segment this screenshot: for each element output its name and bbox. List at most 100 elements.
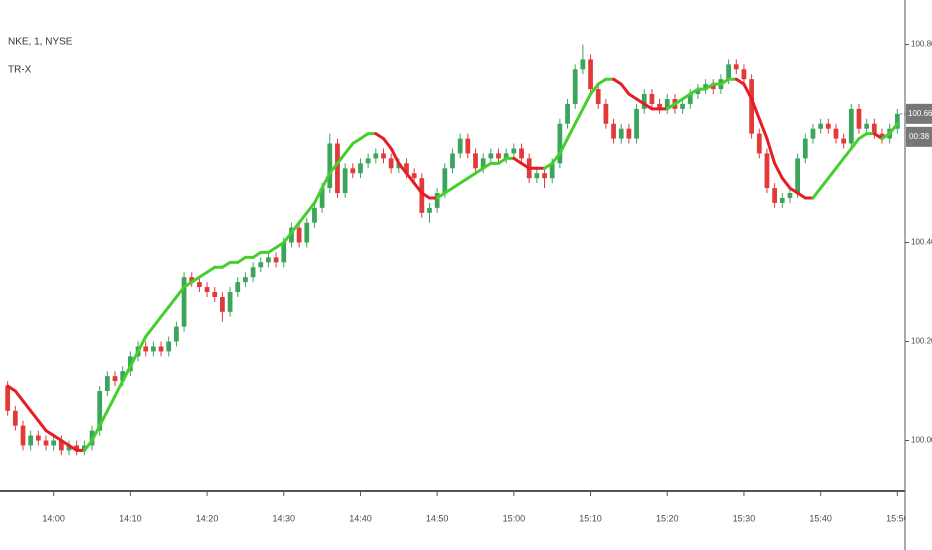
candle-body — [166, 341, 172, 352]
indicator-segment — [474, 166, 485, 175]
candle-body — [250, 267, 256, 278]
indicator-segment — [796, 191, 807, 200]
x-tick-label: 14:10 — [119, 513, 142, 523]
indicator-segment — [773, 161, 784, 180]
indicator-segment — [719, 77, 731, 86]
indicator-segment — [182, 280, 194, 289]
x-tick-label: 14:30 — [273, 513, 296, 523]
candle-body — [457, 138, 463, 154]
indicator-segment — [312, 186, 324, 205]
price-tag — [906, 103, 932, 124]
indicator-segment — [750, 97, 761, 121]
y-axis-panel — [905, 0, 932, 550]
candle-body — [687, 94, 693, 104]
candle-body — [779, 197, 785, 203]
indicator-segment — [29, 409, 40, 423]
candle-body — [810, 128, 816, 139]
indicator-segment — [765, 137, 777, 165]
y-axis: 100.00 100.20 100.40 100.80 100.66 00:38 — [900, 40, 932, 445]
indicator-segment — [113, 379, 125, 398]
candle-body — [204, 287, 210, 293]
x-tick-label: 14:00 — [42, 513, 65, 523]
indicator-segment — [36, 419, 48, 433]
indicator-segment — [612, 77, 623, 86]
indicator-segment — [266, 245, 278, 254]
x-tick-label: 15:40 — [809, 513, 832, 523]
candle-body — [710, 84, 716, 90]
candle-body — [473, 153, 478, 169]
indicator-segment — [872, 132, 884, 141]
candle-body — [856, 108, 862, 129]
candle-body — [565, 103, 570, 124]
indicator-segment — [151, 315, 163, 329]
indicator-segment — [788, 186, 800, 195]
indicator-segment — [98, 409, 109, 428]
candle-body — [212, 292, 218, 297]
indicator-segment — [136, 335, 148, 353]
candle-body — [703, 84, 708, 90]
candle-body — [335, 143, 340, 194]
indicator-segment — [681, 92, 692, 101]
indicator-segment — [558, 137, 570, 155]
indicator-segment — [305, 201, 316, 215]
indicator-segment — [82, 439, 94, 452]
indicator-segment — [320, 171, 332, 190]
candle-body — [787, 193, 793, 198]
indicator-segment — [412, 181, 424, 195]
x-tick-label: 14:40 — [349, 513, 372, 523]
candle-body — [611, 123, 616, 139]
candle-body — [871, 123, 877, 134]
y-tick-label: 100.40 — [911, 238, 932, 247]
candle-body — [442, 168, 448, 194]
candle-body — [74, 445, 80, 451]
indicator-segment — [67, 443, 79, 452]
chart-title: NKE, 1, NYSE — [8, 37, 73, 48]
indicator-segment — [742, 82, 754, 101]
candle-body — [848, 108, 854, 144]
candle-body — [733, 64, 739, 70]
x-tick-label: 15:00 — [503, 513, 526, 523]
candle-body — [764, 153, 770, 189]
indicator-segment — [90, 424, 102, 443]
indicator-segment — [190, 275, 201, 284]
candle-body — [227, 292, 233, 312]
indicator-segment — [512, 156, 524, 165]
candle-body — [465, 138, 471, 154]
indicator-segment — [420, 191, 431, 200]
candle-body — [296, 227, 302, 243]
indicator-segment — [274, 241, 286, 249]
candle-body — [818, 123, 824, 129]
candle-body — [841, 138, 847, 144]
candle-body — [181, 277, 187, 327]
candle-body — [549, 163, 555, 179]
candle-body — [97, 391, 103, 431]
candle-body — [358, 163, 363, 174]
candle-body — [373, 153, 379, 159]
candle-body — [388, 158, 394, 169]
candle-body — [649, 94, 655, 104]
indicator-segment — [888, 122, 899, 136]
candle-body — [350, 168, 356, 174]
candle-body — [557, 123, 563, 164]
indicator-segment — [596, 77, 608, 86]
indicator-segment — [351, 137, 362, 146]
candle-body — [35, 435, 41, 441]
candle-body — [572, 69, 578, 104]
candle-body — [220, 296, 225, 312]
candle-body — [802, 138, 808, 159]
indicator-segment — [220, 260, 232, 269]
y-tick-label: 100.00 — [911, 436, 932, 445]
indicator-segment — [6, 384, 17, 393]
candle-body — [756, 133, 762, 154]
indicator-segment — [627, 92, 639, 101]
candle-body — [641, 94, 647, 109]
candle-body — [5, 386, 11, 411]
indicator-name: TR-X — [8, 65, 32, 76]
countdown-label: 00:38 — [909, 132, 930, 141]
indicator-segment — [550, 151, 562, 165]
indicator-segment — [443, 186, 454, 195]
candle-body — [772, 188, 777, 203]
indicator-segment — [834, 156, 846, 170]
candle-body — [542, 173, 547, 179]
